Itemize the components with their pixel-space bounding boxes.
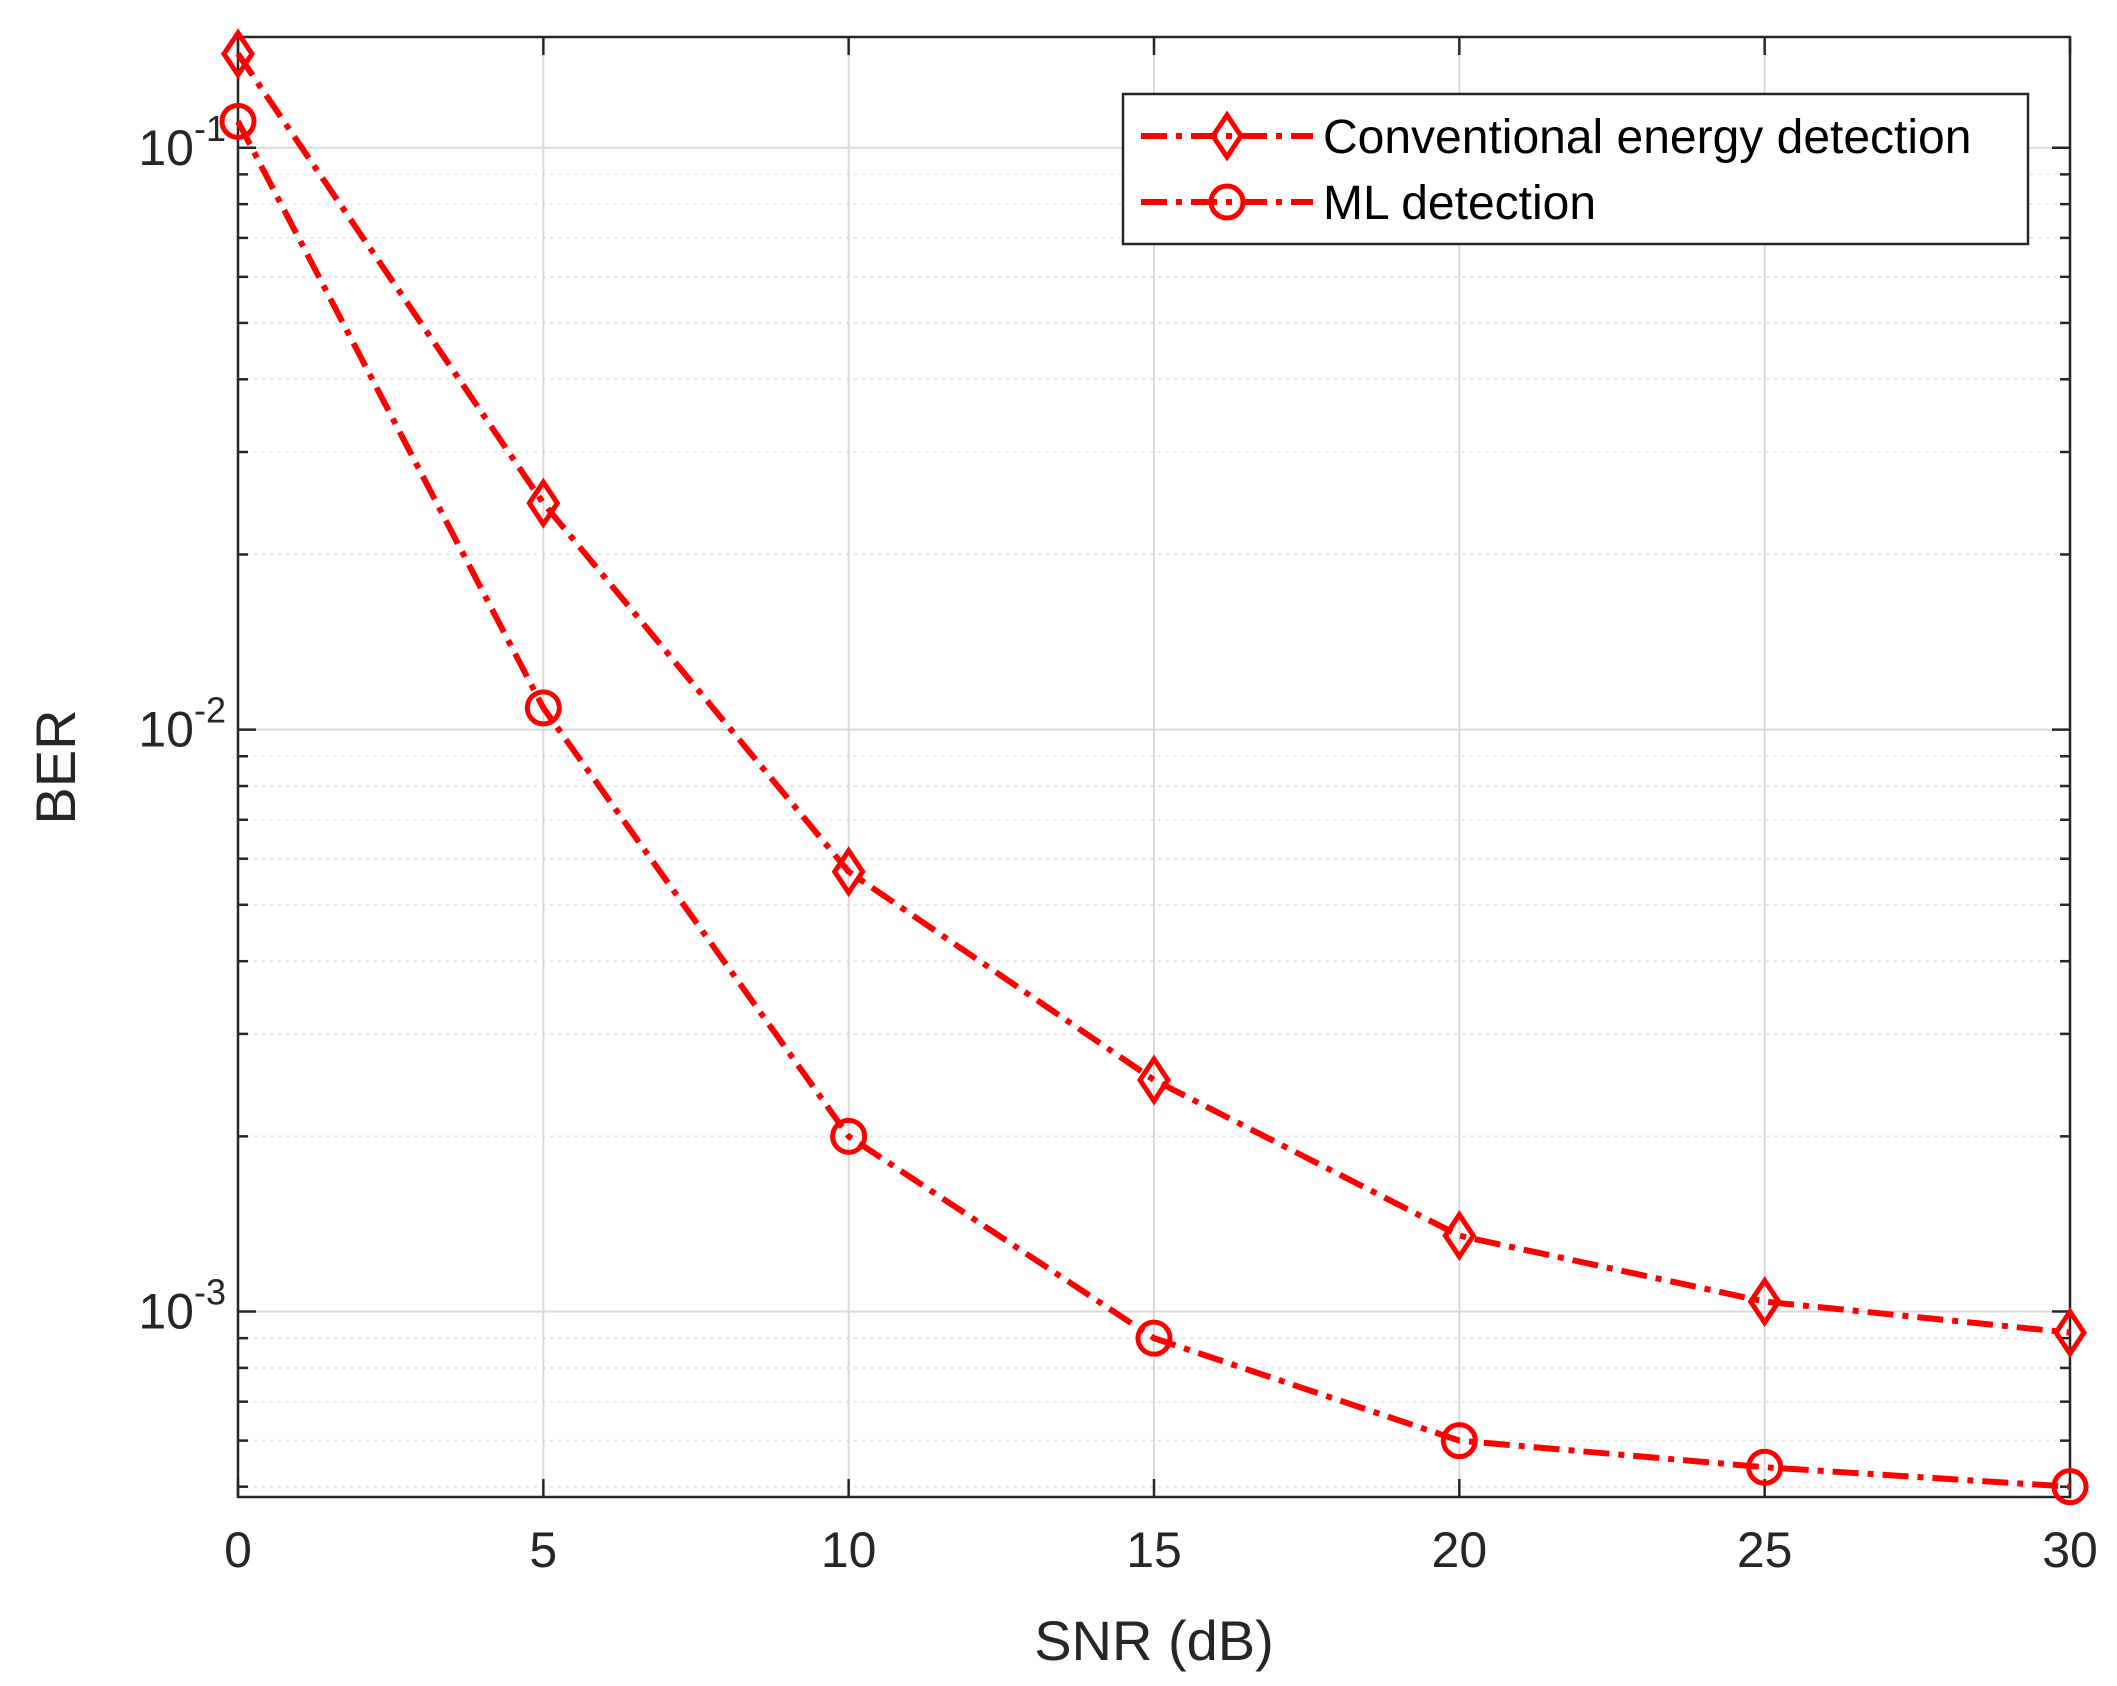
series-line: [235, 119, 2071, 1490]
x-axis-label: SNR (dB): [1034, 1609, 1274, 1672]
series-layer: [219, 28, 2089, 1506]
legend-box: [1121, 92, 2030, 246]
diamond-data-point: [831, 846, 866, 898]
y-tick-label: 10-3: [138, 1272, 226, 1340]
diamond-data-point: [220, 28, 256, 80]
circle-data-point: [1440, 1422, 1478, 1460]
series-0: [220, 28, 2088, 1359]
circle-data-point: [2051, 1468, 2089, 1506]
legend-diamond-icon: [1209, 110, 1245, 162]
circle-data-point: [524, 689, 562, 727]
legend-circle-icon: [1208, 183, 1246, 221]
diamond-data-point: [526, 477, 561, 529]
diamond-data-point: [1136, 1054, 1172, 1106]
major-gridlines: [238, 37, 2070, 1497]
legend-label: Conventional energy detection: [1323, 111, 1971, 164]
x-tick-label: 20: [1432, 1522, 1488, 1578]
y-axis-label: BER: [24, 709, 87, 824]
diamond-data-point: [2052, 1307, 2088, 1359]
y-tick-label: 10-2: [138, 690, 226, 758]
legend-label: ML detection: [1323, 177, 1596, 230]
y-tick-label: 10-1: [138, 108, 226, 176]
x-tick-label: 10: [821, 1522, 877, 1578]
x-tick-label: 5: [529, 1522, 557, 1578]
x-tick-labels: 0 5 10 15 20 25 30: [224, 1522, 2098, 1578]
legend-entry: ML detection: [1141, 177, 1596, 230]
legend: Conventional energy detection ML detectio…: [1121, 92, 2030, 246]
legend-entry: Conventional energy detection: [1141, 110, 1971, 164]
x-tick-label: 25: [1737, 1522, 1793, 1578]
circle-data-point: [1135, 1319, 1173, 1357]
x-tick-label: 15: [1126, 1522, 1182, 1578]
axis-ticks: [236, 37, 2072, 1497]
series-1: [219, 102, 2089, 1506]
legend-entries: Conventional energy detection ML detectio…: [1141, 110, 1971, 230]
diamond-data-point: [1747, 1276, 1782, 1328]
x-tick-label: 0: [224, 1522, 252, 1578]
circle-data-point: [219, 102, 257, 140]
x-tick-label: 30: [2042, 1522, 2098, 1578]
y-tick-labels: 10-1 10-2 10-3: [138, 108, 226, 1340]
diamond-data-point: [1442, 1210, 1477, 1262]
circle-data-point: [830, 1117, 868, 1155]
circle-data-point: [1746, 1448, 1784, 1486]
